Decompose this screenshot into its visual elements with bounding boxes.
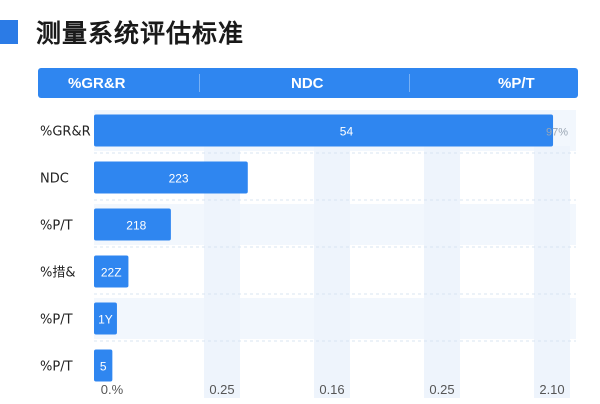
bar bbox=[94, 302, 117, 335]
bar bbox=[94, 349, 113, 382]
bar-data-label: 5 bbox=[100, 360, 107, 374]
bar-data-label: 218 bbox=[126, 219, 146, 233]
x-tick-label: 0.25 bbox=[429, 382, 454, 397]
category-label: %GR&R bbox=[40, 125, 91, 140]
gridline bbox=[314, 146, 350, 398]
header-separator bbox=[409, 74, 410, 92]
category-label: %措& bbox=[40, 266, 76, 281]
bar bbox=[94, 208, 171, 241]
page-title: 测量系统评估标准 bbox=[36, 19, 245, 48]
gridline bbox=[534, 146, 570, 398]
x-tick-label: 0.25 bbox=[209, 382, 234, 397]
header-col-ndc: NDC bbox=[291, 75, 324, 92]
x-tick-label: 0.% bbox=[101, 382, 124, 397]
category-label: %P/T bbox=[40, 360, 73, 375]
x-tick-label: 0.16 bbox=[319, 382, 344, 397]
bar bbox=[94, 161, 248, 194]
gridline bbox=[424, 146, 460, 398]
x-tick-label: 2.10 bbox=[539, 382, 564, 397]
table-header-bar: %GR&R NDC %P/T bbox=[38, 68, 578, 98]
header-col-p-t: %P/T bbox=[498, 75, 535, 92]
title-accent bbox=[0, 20, 18, 44]
category-label: %P/T bbox=[40, 313, 73, 328]
bar-data-label: 1Y bbox=[98, 313, 113, 327]
bar-data-label: 22Z bbox=[101, 266, 122, 280]
bar bbox=[94, 114, 554, 147]
bar-data-label: 223 bbox=[169, 172, 189, 186]
header-col-gr-r: %GR&R bbox=[68, 75, 126, 92]
bar bbox=[94, 255, 129, 288]
category-label: %P/T bbox=[40, 219, 73, 234]
bar-data-label: 54 bbox=[340, 125, 354, 139]
bar-outside-label: 97% bbox=[546, 127, 568, 139]
category-label: NDC bbox=[40, 172, 69, 187]
header-separator bbox=[199, 74, 200, 92]
